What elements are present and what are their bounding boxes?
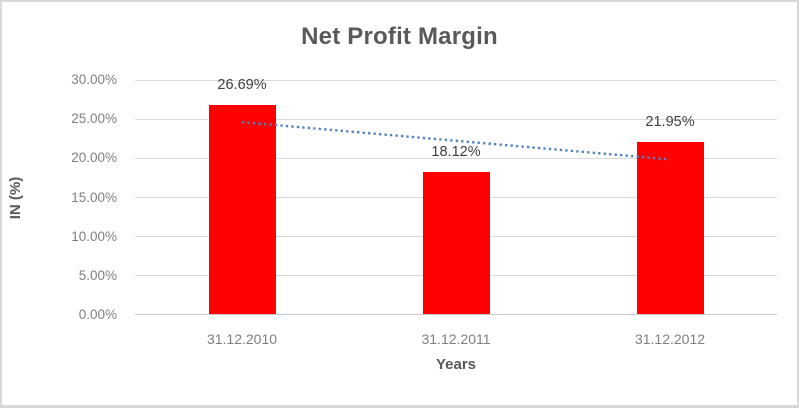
x-tick-label: 31.12.2010 xyxy=(206,331,278,347)
y-axis-title: IN (%) xyxy=(7,176,24,220)
data-label: 26.69% xyxy=(217,76,267,93)
y-tick-label: 5.00% xyxy=(78,267,117,283)
y-tick-label: 15.00% xyxy=(71,189,117,205)
bar-31.12.2012 xyxy=(636,142,704,314)
bar-31.12.2011 xyxy=(422,172,490,314)
y-tick-label: 30.00% xyxy=(71,72,117,87)
trendline xyxy=(241,120,671,161)
data-label: 21.95% xyxy=(645,114,695,131)
gridline xyxy=(135,79,777,81)
gridline xyxy=(135,118,777,120)
x-axis-title: Years xyxy=(435,356,477,373)
x-tick-label: 31.12.2012 xyxy=(634,331,706,347)
plot-area: 0.00% 5.00% 10.00% 15.00% 20.00% 25.00% 30.00%… xyxy=(71,72,777,347)
y-tick-label: 10.00% xyxy=(71,228,117,244)
data-label: 18.12% xyxy=(431,144,481,161)
chart-title: Net Profit Margin xyxy=(301,23,498,50)
x-tick-label: 31.12.2011 xyxy=(421,331,491,347)
gridline xyxy=(135,157,777,159)
y-tick-label: 20.00% xyxy=(71,150,117,166)
bar-31.12.2010 xyxy=(208,104,276,314)
y-tick-label: 0.00% xyxy=(78,307,117,322)
y-tick-label: 25.00% xyxy=(71,111,117,127)
